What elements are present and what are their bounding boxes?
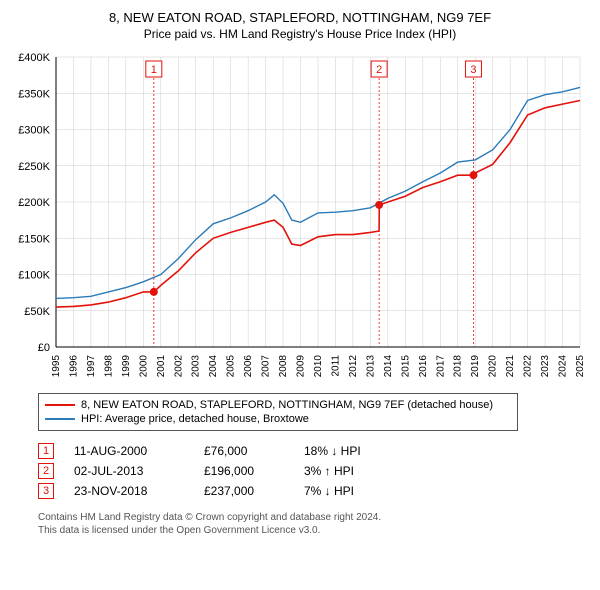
- svg-text:2001: 2001: [156, 355, 167, 378]
- svg-text:1995: 1995: [51, 355, 62, 378]
- legend-swatch: [45, 418, 75, 420]
- legend-swatch: [45, 404, 75, 406]
- legend-label: HPI: Average price, detached house, Brox…: [81, 413, 309, 425]
- svg-text:2010: 2010: [313, 355, 324, 378]
- svg-text:£250K: £250K: [18, 161, 50, 173]
- footer-line: Contains HM Land Registry data © Crown c…: [38, 511, 592, 524]
- svg-text:2004: 2004: [208, 355, 219, 378]
- transaction-row: 1 11-AUG-2000£76,00018% ↓ HPI: [38, 441, 592, 461]
- svg-text:2017: 2017: [435, 355, 446, 378]
- transactions-table: 1 11-AUG-2000£76,00018% ↓ HPI 2 02-JUL-2013…: [38, 441, 592, 501]
- transaction-diff: 18% ↓ HPI: [304, 444, 404, 458]
- svg-text:2014: 2014: [383, 355, 394, 378]
- svg-text:2009: 2009: [296, 355, 307, 378]
- transaction-badge: 2: [38, 463, 54, 479]
- svg-text:£50K: £50K: [24, 306, 50, 318]
- transaction-price: £237,000: [204, 484, 304, 498]
- svg-text:2025: 2025: [575, 355, 586, 378]
- svg-text:2022: 2022: [523, 355, 534, 378]
- transaction-price: £76,000: [204, 444, 304, 458]
- marker-dot: [469, 171, 477, 179]
- svg-text:1996: 1996: [68, 355, 79, 378]
- legend-item: 8, NEW EATON ROAD, STAPLEFORD, NOTTINGHA…: [45, 398, 511, 412]
- svg-text:£0: £0: [38, 342, 50, 354]
- price-chart: £0 £50K £100K £150K £200K £250K £300K £350K £400…: [8, 47, 592, 387]
- svg-text:1999: 1999: [121, 355, 132, 378]
- transaction-diff: 7% ↓ HPI: [304, 484, 404, 498]
- transaction-row: 2 02-JUL-2013£196,0003% ↑ HPI: [38, 461, 592, 481]
- svg-text:2007: 2007: [261, 355, 272, 378]
- svg-text:2006: 2006: [243, 355, 254, 378]
- legend-item: HPI: Average price, detached house, Brox…: [45, 412, 511, 426]
- transaction-badge: 3: [38, 483, 54, 499]
- svg-text:£150K: £150K: [18, 233, 50, 245]
- footer-line: This data is licensed under the Open Gov…: [38, 524, 592, 537]
- transaction-date: 23-NOV-2018: [74, 484, 204, 498]
- svg-text:£400K: £400K: [18, 52, 50, 64]
- transaction-row: 3 23-NOV-2018£237,0007% ↓ HPI: [38, 481, 592, 501]
- transaction-date: 11-AUG-2000: [74, 444, 204, 458]
- svg-text:2005: 2005: [226, 355, 237, 378]
- svg-text:3: 3: [470, 64, 476, 76]
- svg-text:2019: 2019: [470, 355, 481, 378]
- svg-text:2003: 2003: [191, 355, 202, 378]
- svg-text:2002: 2002: [173, 355, 184, 378]
- svg-text:2012: 2012: [348, 355, 359, 378]
- legend-label: 8, NEW EATON ROAD, STAPLEFORD, NOTTINGHA…: [81, 399, 493, 411]
- svg-text:1: 1: [151, 64, 157, 76]
- svg-text:2: 2: [376, 64, 382, 76]
- svg-text:2013: 2013: [365, 355, 376, 378]
- svg-text:£350K: £350K: [18, 88, 50, 100]
- page-title: 8, NEW EATON ROAD, STAPLEFORD, NOTTINGHA…: [8, 10, 592, 25]
- attribution-footer: Contains HM Land Registry data © Crown c…: [38, 511, 592, 537]
- svg-text:2018: 2018: [453, 355, 464, 378]
- svg-text:2023: 2023: [540, 355, 551, 378]
- svg-text:2011: 2011: [330, 355, 341, 377]
- svg-text:1997: 1997: [86, 355, 97, 378]
- transaction-date: 02-JUL-2013: [74, 464, 204, 478]
- svg-text:£300K: £300K: [18, 125, 50, 137]
- svg-text:1998: 1998: [103, 355, 114, 378]
- transaction-badge: 1: [38, 443, 54, 459]
- svg-text:2016: 2016: [418, 355, 429, 378]
- svg-text:2015: 2015: [400, 355, 411, 378]
- transaction-price: £196,000: [204, 464, 304, 478]
- svg-text:2008: 2008: [278, 355, 289, 378]
- marker-dot: [375, 201, 383, 209]
- svg-text:£200K: £200K: [18, 197, 50, 209]
- svg-text:£100K: £100K: [18, 270, 50, 282]
- transaction-diff: 3% ↑ HPI: [304, 464, 404, 478]
- page-subtitle: Price paid vs. HM Land Registry's House …: [8, 27, 592, 41]
- legend: 8, NEW EATON ROAD, STAPLEFORD, NOTTINGHA…: [38, 393, 518, 431]
- svg-text:2021: 2021: [505, 355, 516, 378]
- svg-text:2020: 2020: [488, 355, 499, 378]
- marker-dot: [150, 288, 158, 296]
- svg-text:2000: 2000: [138, 355, 149, 378]
- svg-text:2024: 2024: [558, 355, 569, 378]
